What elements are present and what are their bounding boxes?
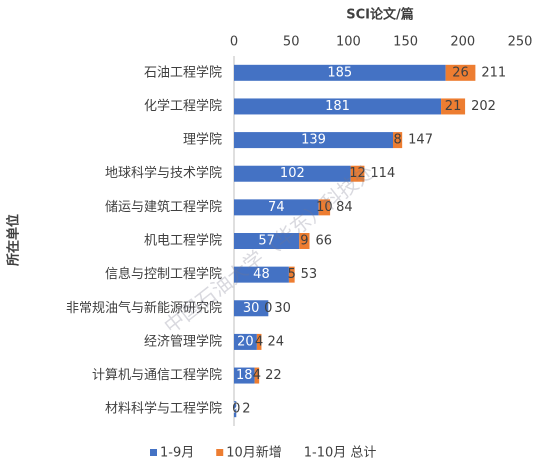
- bar-segment: [254, 367, 260, 384]
- total-label: 147: [408, 133, 433, 148]
- bar-segment: [234, 165, 351, 182]
- data-label: 4: [253, 368, 261, 383]
- data-label: 18: [236, 368, 253, 383]
- data-label: 74: [268, 200, 285, 215]
- bar-segment: [234, 98, 442, 115]
- data-label: 5: [288, 267, 296, 282]
- y-tick-label: 材料科学与工程学院: [105, 401, 222, 417]
- data-label: 0: [232, 402, 240, 417]
- total-label: 84: [336, 200, 353, 215]
- data-label: 20: [237, 334, 254, 349]
- data-label: 139: [301, 133, 326, 148]
- y-tick-label: 理学院: [183, 132, 222, 148]
- legend-label: 10月新增: [226, 445, 282, 461]
- y-axis-title: 所在单位: [6, 214, 22, 266]
- legend-swatch: [150, 449, 157, 456]
- x-tick-label: 50: [283, 35, 300, 50]
- data-label: 26: [452, 65, 469, 80]
- x-tick-label: 250: [508, 35, 533, 50]
- y-tick-label: 石油工程学院: [144, 64, 222, 80]
- y-tick-label: 地球科学与技术学院: [105, 165, 222, 181]
- bar-segment: [441, 98, 466, 115]
- bar-segment: [234, 367, 255, 384]
- bar-segment: [445, 64, 476, 81]
- legend-label: 1-10月 总计: [304, 446, 377, 461]
- bar-segment: [393, 132, 403, 149]
- bar-segment: [299, 233, 310, 249]
- total-label: 30: [274, 301, 291, 316]
- data-label: 0: [264, 301, 272, 316]
- chart-title: SCI论文/篇: [346, 7, 414, 23]
- x-tick-label: 0: [230, 35, 238, 50]
- y-tick-label: 信息与控制工程学院: [105, 266, 222, 282]
- data-label: 4: [255, 334, 263, 349]
- bar-segment: [234, 401, 237, 418]
- bar-segment: [350, 165, 365, 182]
- data-label: 9: [300, 234, 308, 249]
- data-label: 48: [253, 267, 270, 282]
- bar-segment: [234, 333, 257, 350]
- data-label: 10: [316, 200, 333, 215]
- total-label: 22: [265, 368, 282, 383]
- data-label: 8: [393, 133, 401, 148]
- bar-segment: [234, 132, 394, 149]
- x-tick-label: 200: [450, 35, 475, 50]
- y-tick-label: 机电工程学院: [144, 233, 222, 249]
- data-label: 30: [243, 301, 260, 316]
- data-label: 12: [349, 166, 366, 181]
- y-tick-label: 经济管理学院: [144, 333, 222, 349]
- total-label: 114: [370, 166, 395, 181]
- y-tick-label: 储运与建筑工程学院: [105, 199, 222, 215]
- x-tick-label: 150: [393, 35, 418, 50]
- y-tick-label: 非常规油气与新能源研究院: [66, 300, 222, 316]
- total-label: 24: [267, 334, 284, 349]
- bar-segment: [234, 266, 289, 283]
- data-label: 21: [445, 99, 462, 114]
- x-tick-label: 100: [336, 35, 361, 50]
- bar-segment: [288, 266, 295, 283]
- total-label: 66: [316, 234, 333, 249]
- total-label: 202: [471, 99, 496, 114]
- legend-label: 1-9月: [160, 446, 194, 461]
- y-tick-label: 计算机与通信工程学院: [92, 367, 222, 383]
- bar-segment: [256, 333, 262, 350]
- y-tick-label: 化学工程学院: [144, 98, 222, 114]
- data-label: 185: [327, 65, 352, 80]
- total-label: 211: [481, 65, 506, 80]
- total-label: 53: [301, 267, 318, 282]
- data-label: 57: [258, 234, 275, 249]
- total-label: 2: [242, 402, 250, 417]
- data-label: 2: [231, 402, 239, 417]
- bar-segment: [318, 199, 331, 216]
- legend-swatch: [216, 449, 224, 456]
- data-label: 102: [280, 166, 305, 181]
- bar-segment: [234, 64, 446, 81]
- bar-segment: [234, 300, 269, 317]
- data-label: 181: [325, 99, 350, 114]
- bar-segment: [234, 199, 319, 216]
- bar-segment: [234, 233, 300, 249]
